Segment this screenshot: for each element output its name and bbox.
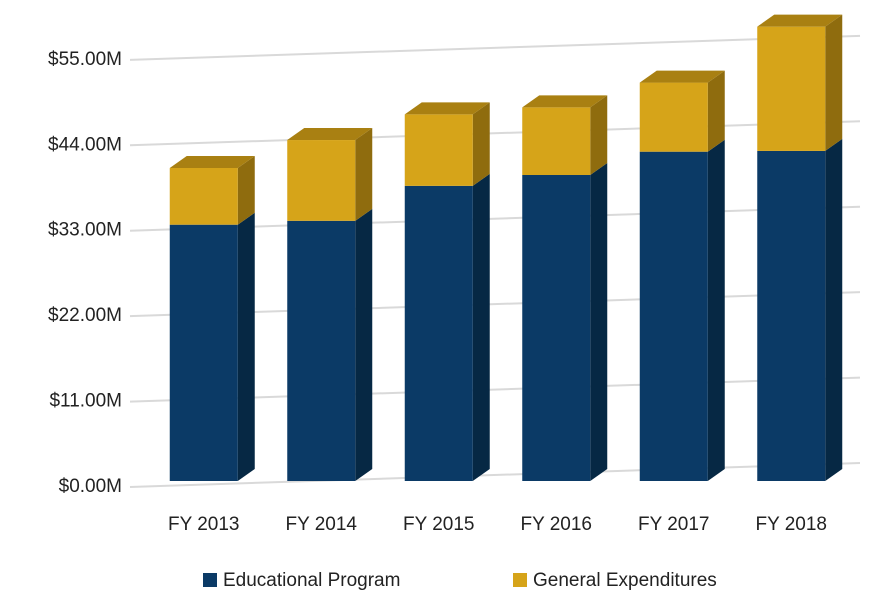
bar-top [287, 128, 373, 141]
bar-side [707, 70, 725, 152]
bar [404, 185, 473, 481]
bar-side [590, 162, 608, 481]
bar-top [404, 102, 490, 115]
bar [404, 114, 473, 186]
bar [169, 224, 238, 481]
bar-side [472, 173, 490, 481]
bar [639, 82, 708, 152]
bar [757, 150, 826, 481]
grid-line [129, 34, 861, 61]
legend-swatch [513, 573, 527, 587]
y-tick-label: $11.00M [49, 391, 122, 412]
bar [639, 151, 708, 481]
legend-label: General Expenditures [533, 570, 717, 591]
bar-top [169, 156, 255, 169]
bar-side [825, 14, 843, 151]
bar [287, 220, 356, 482]
bar-side [590, 95, 608, 175]
x-tick-label: FY 2014 [286, 514, 358, 535]
y-tick-label: $0.00M [59, 476, 122, 497]
bar-top [522, 95, 608, 108]
bar-side [355, 208, 373, 482]
bar-top [639, 70, 725, 83]
bar [757, 26, 826, 151]
y-tick-label: $55.00M [48, 49, 122, 70]
bar [522, 174, 591, 481]
x-tick-label: FY 2017 [638, 514, 709, 535]
legend-label: Educational Program [223, 570, 400, 591]
bar-top [757, 14, 843, 27]
x-tick-label: FY 2018 [756, 514, 827, 535]
y-tick-label: $22.00M [48, 305, 122, 326]
grid-line [129, 462, 861, 488]
bar-side [237, 212, 255, 481]
bar [522, 107, 591, 175]
bar-side [472, 102, 490, 186]
y-tick-label: $44.00M [48, 134, 122, 155]
bar [287, 140, 356, 221]
y-tick-label: $33.00M [48, 220, 122, 241]
bar-side [825, 138, 843, 481]
x-tick-label: FY 2015 [403, 514, 474, 535]
bar-side [707, 139, 725, 481]
x-tick-label: FY 2013 [168, 514, 239, 535]
bar-side [355, 128, 373, 221]
x-tick-label: FY 2016 [521, 514, 592, 535]
legend-swatch [203, 573, 217, 587]
bar [169, 168, 238, 225]
bar-side [237, 156, 255, 225]
grid-line [129, 120, 861, 147]
